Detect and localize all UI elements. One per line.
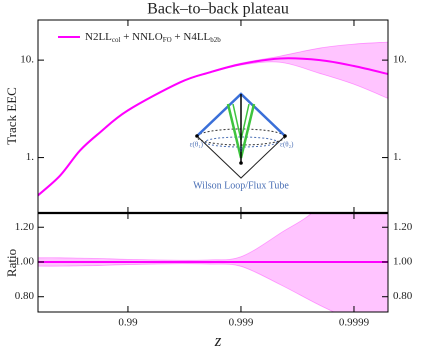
y-tick-label: 10. <box>393 54 407 66</box>
y-tick-label: 1. <box>26 151 35 163</box>
top-plot <box>38 41 388 197</box>
diagram-line <box>196 135 286 179</box>
legend-text: b2b <box>210 36 221 44</box>
legend-text: + NNLO <box>120 31 162 43</box>
y-axis-label: Track EEC <box>4 87 19 145</box>
legend-text: col <box>112 36 121 44</box>
y-tick-label: 1.00 <box>15 256 35 268</box>
legend-text: N2LL <box>85 31 112 43</box>
diagram-dot <box>239 161 243 165</box>
annotation: θ <box>239 146 243 154</box>
diagram-dot <box>195 134 199 138</box>
inset-diagram <box>195 92 287 179</box>
ratio-plot <box>38 213 388 312</box>
legend-text: FO <box>163 36 172 44</box>
chart-title: Back–to–back plateau <box>147 1 289 18</box>
x-tick-label: 0.99 <box>118 317 138 329</box>
legend-entry: N2LLcol + NNLOFO + N4LLb2b <box>85 31 221 44</box>
y-tick-label: 0.80 <box>15 290 35 302</box>
y-tick-label: 0.80 <box>393 290 413 302</box>
annotation: Wilson Loop/Flux Tube <box>193 180 289 191</box>
diagram-dot <box>283 134 287 138</box>
y-tick-label: 1.00 <box>393 256 413 268</box>
y-tick-label: 1.20 <box>393 221 413 233</box>
uncertainty-band <box>38 213 388 312</box>
y-axis-label: Ratio <box>4 249 19 277</box>
y-tick-label: 10. <box>20 54 34 66</box>
line <box>38 57 388 197</box>
x-tick-label: 0.999 <box>229 317 254 329</box>
x-axis-label: z <box>214 331 222 350</box>
annotation: ε(θ₁) <box>190 141 204 149</box>
y-tick-label: 1.20 <box>15 221 35 233</box>
legend-text: + N4LL <box>172 31 211 43</box>
x-tick-label: 0.9999 <box>339 317 370 329</box>
annotation: ε(θ₂) <box>280 141 294 149</box>
y-tick-label: 1. <box>393 151 402 163</box>
